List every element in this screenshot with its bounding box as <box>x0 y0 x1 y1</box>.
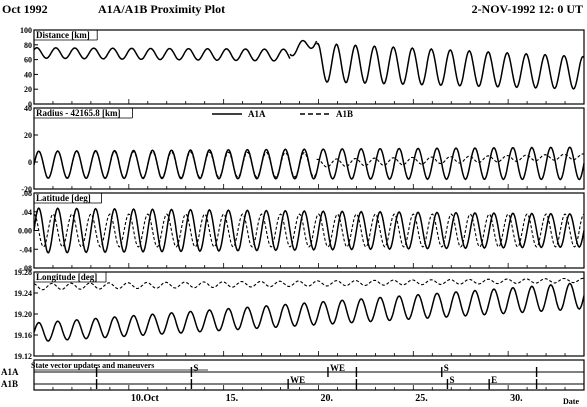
series-A1A-line <box>33 282 585 342</box>
y-tick-label: 100 <box>20 26 32 35</box>
panel-title: Radius - 42165.8 [km] <box>36 108 121 118</box>
y-tick-label: 20 <box>24 85 32 94</box>
legend-label-a1b: A1B <box>336 109 353 119</box>
y-tick-label: -.08 <box>19 264 32 273</box>
x-tick-label: 15. <box>226 393 239 404</box>
panel-latitude: Latitude [deg] -.08 -.04 0.00 .04 .08 <box>18 189 585 273</box>
events-layer: State vector updates and maneuvers A1A S WE… <box>1 359 585 391</box>
panels-layer: Distance [km] 0 20 40 60 80 100 Radius - 42165.… <box>14 26 585 361</box>
series-A1B-line <box>33 277 585 291</box>
y-tick-label: 19.24 <box>14 289 32 298</box>
events-frame <box>33 359 585 391</box>
x-tick-label: 30. <box>510 393 523 404</box>
y-tick-label: 0 <box>28 158 32 167</box>
header-month: Oct 1992 <box>2 2 48 16</box>
series-A1A-line <box>33 207 585 254</box>
panel-radius: Radius - 42165.8 [km] -20 0 20 40 A1A A1B <box>21 104 585 194</box>
x-axis: 10.Oct 15. 20. 25. 30. Date <box>33 385 585 406</box>
panel-frame <box>33 107 585 190</box>
y-tick-label: 40 <box>24 70 32 79</box>
header-timestamp: 2-NOV-1992 12: 0 UT <box>471 2 583 16</box>
panel-frame <box>33 29 585 105</box>
x-axis-label: Date <box>563 397 579 406</box>
y-tick-label: -.04 <box>19 245 32 254</box>
event-mark-label: S <box>444 363 449 373</box>
y-tick-label: 19.20 <box>14 310 32 319</box>
y-tick-label: -20 <box>21 185 32 194</box>
y-tick-label: 60 <box>24 56 32 65</box>
events-title: State vector updates and maneuvers <box>31 361 154 370</box>
y-tick-label: .04 <box>22 208 32 217</box>
y-tick-label: .08 <box>22 189 32 198</box>
x-tick-label: 20. <box>320 393 333 404</box>
event-row-label-a1b: A1B <box>1 379 18 389</box>
x-tick-label: 25. <box>415 393 428 404</box>
series-A1B-line <box>33 150 318 179</box>
y-tick-label: 80 <box>24 41 32 50</box>
panel-longitude: Longitude [deg] 19.12 19.16 19.20 19.24 19.28 <box>14 268 585 361</box>
panel-title: Longitude [deg] <box>36 272 97 282</box>
y-tick-label: 0 <box>28 100 32 109</box>
y-tick-label: 40 <box>24 104 32 113</box>
event-row-label-a1a: A1A <box>1 367 19 377</box>
series-A1B-line <box>33 213 585 248</box>
x-tick-label: 10.Oct <box>131 393 160 404</box>
series-A1A-line <box>33 146 585 181</box>
event-mark-label: WE <box>290 375 305 385</box>
series-distance-line <box>289 39 318 57</box>
y-tick-label: 19.28 <box>14 268 32 277</box>
plot-title: A1A/A1B Proximity Plot <box>98 2 226 16</box>
event-mark-label: WE <box>330 363 345 373</box>
series-distance-line <box>316 42 585 90</box>
y-tick-label: 0.00 <box>18 227 32 236</box>
event-mark-label: S <box>449 375 454 385</box>
series-distance-line <box>33 47 291 62</box>
panel-title: Latitude [deg] <box>36 193 91 203</box>
y-tick-label: 19.16 <box>14 331 32 340</box>
event-mark-label: S <box>193 363 198 373</box>
panel-title: Distance [km] <box>36 30 90 40</box>
y-tick-label: 19.12 <box>14 352 32 361</box>
event-mark-label: E <box>491 375 497 385</box>
legend-label-a1a: A1A <box>248 109 266 119</box>
panel-distance: Distance [km] 0 20 40 60 80 100 <box>20 26 585 109</box>
y-tick-label: 20 <box>24 131 32 140</box>
